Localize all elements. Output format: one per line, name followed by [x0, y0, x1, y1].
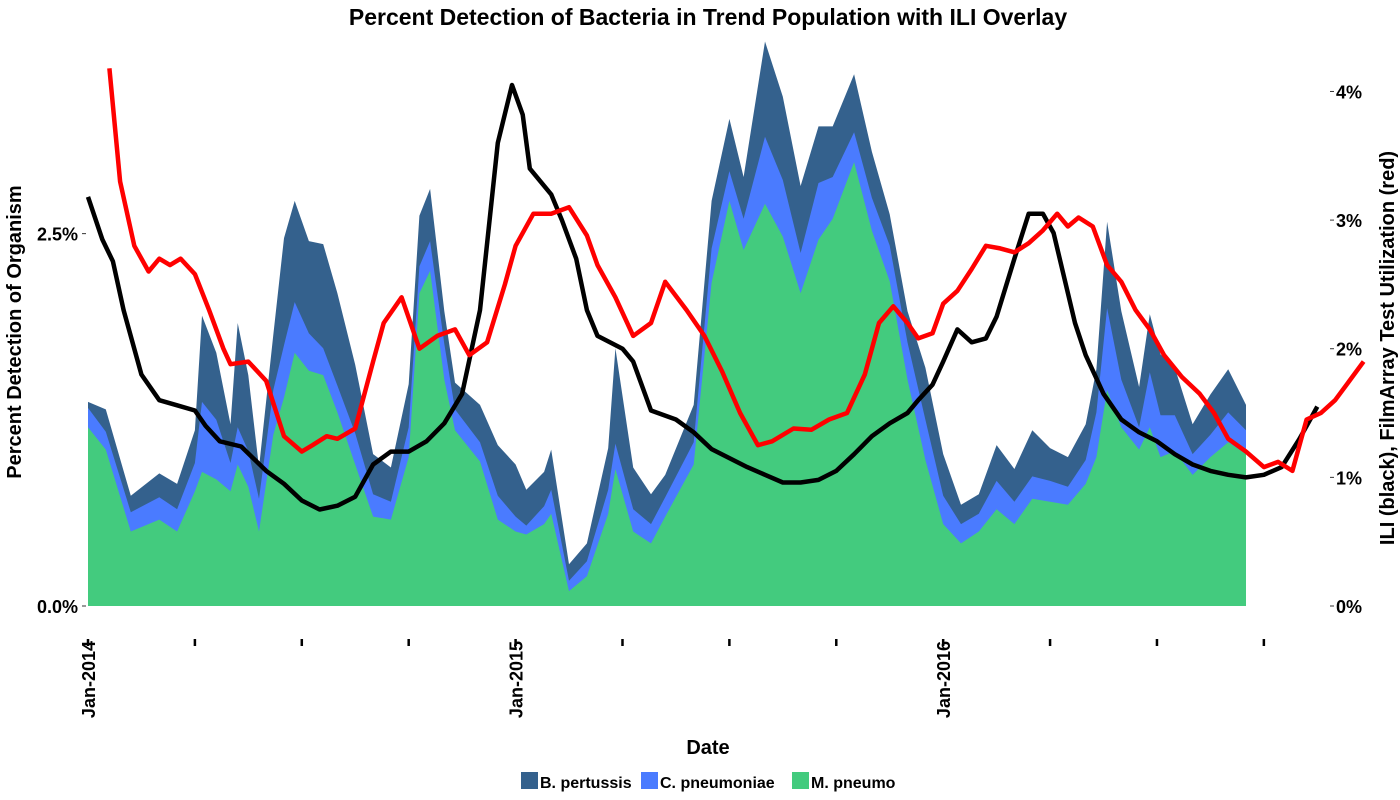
y-right-tick-label: 2% [1336, 340, 1362, 360]
y-left-tick-label: 0.0% [37, 597, 78, 617]
y-right-tick-label: 4% [1336, 82, 1362, 102]
line-ili [85, 82, 1320, 512]
y-right-tick-label: 3% [1336, 211, 1362, 231]
legend-swatch [521, 772, 538, 789]
y-axis-left-title: Percent Detection of Organism [4, 185, 26, 478]
overlay-lines [85, 68, 1366, 512]
chart-title: Percent Detection of Bacteria in Trend P… [349, 4, 1067, 30]
x-tick-label: Jan-2014 [79, 641, 99, 718]
y-axis-right-title: ILI (black), FilmArray Test Utilization … [1377, 151, 1399, 545]
y-right-tick-label: 1% [1336, 468, 1362, 488]
x-tick-label: Jan-2015 [507, 641, 527, 718]
stacked-areas [88, 41, 1246, 607]
x-tick-label: Jan-2016 [934, 641, 954, 718]
y-left-tick-label: 2.5% [37, 225, 78, 245]
line-filmarray-test-utilization [107, 68, 1366, 474]
area-m-pneumo [88, 162, 1246, 606]
legend-swatch [641, 772, 658, 789]
y-right-tick-label: 0% [1336, 597, 1362, 617]
axes: 0.0% 2.5% 0% 1% 2% 3% 4% Jan-2014 Jan-2015 Jan-20… [37, 82, 1362, 718]
legend-label: B. pertussis [540, 775, 632, 792]
legend-label: M. pneumo [811, 775, 896, 792]
legend: B. pertussis C. pneumoniae M. pneumo [521, 772, 896, 792]
legend-label: C. pneumoniae [660, 775, 775, 792]
area-b-pertussis [88, 41, 1246, 606]
x-axis-title: Date [686, 737, 729, 759]
legend-swatch [792, 772, 809, 789]
